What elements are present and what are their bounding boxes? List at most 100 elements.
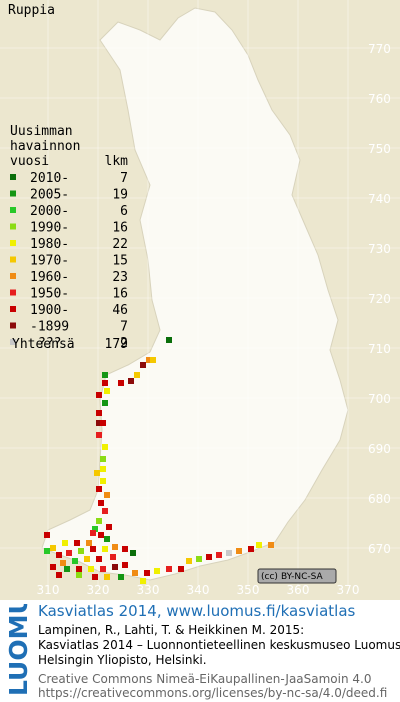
grid-label-north: 680 <box>368 492 391 506</box>
grid-label-north: 740 <box>368 192 391 206</box>
legend-swatch <box>10 339 16 345</box>
logo: LUOMUS <box>2 576 33 696</box>
cc-badge-text: BY-NC-SA <box>281 572 324 582</box>
legend-swatch <box>10 273 16 279</box>
occurrence-square <box>140 362 146 368</box>
occurrence-square <box>140 578 146 584</box>
cc-icon: (cc) <box>261 572 278 582</box>
grid-label-north: 750 <box>368 142 391 156</box>
citation: Kasviatlas 2014 – Luonnontieteellinen ke… <box>38 638 400 652</box>
occurrence-square <box>90 530 96 536</box>
occurrence-square <box>166 566 172 572</box>
legend-label: 1980- <box>30 237 69 252</box>
finland-outline <box>41 7 349 581</box>
legend-count: 22 <box>112 237 128 252</box>
occurrence-square <box>50 545 56 551</box>
legend-title: Uusimman <box>10 124 73 139</box>
occurrence-square <box>256 542 262 548</box>
occurrence-square <box>66 550 72 556</box>
occurrence-square <box>64 566 70 572</box>
occurrence-square <box>100 456 106 462</box>
occurrence-square <box>102 444 108 450</box>
occurrence-square <box>100 466 106 472</box>
legend-swatch <box>10 240 16 246</box>
legend-count: 16 <box>112 221 128 236</box>
occurrence-square <box>88 566 94 572</box>
cc-badge: (cc) BY-NC-SA <box>257 568 337 584</box>
occurrence-square <box>236 548 242 554</box>
occurrence-square <box>102 508 108 514</box>
occurrence-square <box>50 564 56 570</box>
occurrence-square <box>62 540 68 546</box>
legend-count: 16 <box>112 287 128 302</box>
occurrence-square <box>132 570 138 576</box>
grid-label-north: 720 <box>368 292 391 306</box>
legend-count: 7 <box>120 320 128 335</box>
grid-label-east: 360 <box>287 583 310 597</box>
logo-text: LUOMUS <box>4 604 32 696</box>
occurrence-square <box>96 486 102 492</box>
map-title: Ruppia <box>8 3 55 18</box>
grid-label-east: 330 <box>137 583 160 597</box>
legend-count: 7 <box>120 171 128 186</box>
occurrence-square <box>226 550 232 556</box>
map: 770 760 750 740 730 720 710 700 690 680 670 310 320 3… <box>0 0 400 600</box>
occurrence-square <box>102 400 108 406</box>
legend-swatch <box>10 190 16 197</box>
occurrence-square <box>110 554 116 560</box>
legend-label: 1900- <box>30 303 69 318</box>
occurrence-square <box>56 552 62 558</box>
legend-label: -1899 <box>30 320 69 335</box>
occurrence-square <box>84 556 90 562</box>
occurrence-square <box>128 378 134 384</box>
grid-label-north: 730 <box>368 242 391 256</box>
occurrence-square <box>96 410 102 416</box>
legend-total: 179 <box>105 337 128 352</box>
occurrence-square <box>106 524 112 530</box>
occurrence-square <box>186 558 192 564</box>
occurrence-square <box>146 357 152 363</box>
legend-count: 19 <box>112 188 128 203</box>
occurrence-square <box>86 540 92 546</box>
legend-label: 2000- <box>30 204 69 219</box>
legend-swatch <box>10 306 16 312</box>
occurrence-square <box>56 572 62 578</box>
legend-swatch <box>10 223 16 230</box>
occurrence-square <box>60 560 66 566</box>
legend-count: 6 <box>120 204 128 219</box>
grid-label-east: 340 <box>187 583 210 597</box>
legend-count: 2 <box>120 336 128 351</box>
grid-label-north: 760 <box>368 92 391 106</box>
occurrence-square <box>98 532 104 538</box>
occurrence-square <box>104 388 110 394</box>
occurrence-square <box>104 536 110 542</box>
occurrence-square <box>166 337 172 343</box>
legend-count-header: lkm <box>105 154 129 169</box>
occurrence-square <box>134 372 140 378</box>
occurrence-square <box>154 568 160 574</box>
headline: Kasviatlas 2014, www.luomus.fi/kasviatla… <box>38 602 356 620</box>
grid-label-north: 670 <box>368 542 391 556</box>
legend-label: ??? <box>38 336 61 351</box>
occurrence-square <box>76 572 82 578</box>
legend-label: 1950- <box>30 287 69 302</box>
occurrence-square <box>112 564 118 570</box>
occurrence-square <box>248 546 254 552</box>
occurrence-square <box>130 550 136 556</box>
grid-label-east: 370 <box>337 583 360 597</box>
legend-label: 1960- <box>30 270 69 285</box>
grid-label-north: 690 <box>368 442 391 456</box>
legend-count: 46 <box>112 303 128 318</box>
occurrence-square <box>150 357 156 363</box>
legend-swatch <box>10 322 16 329</box>
occurrence-square <box>268 542 274 548</box>
occurrence-square <box>44 548 50 554</box>
license: https://creativecommons.org/licenses/by-… <box>38 686 388 700</box>
occurrence-square <box>112 544 118 550</box>
occurrence-square <box>96 420 102 426</box>
occurrence-square <box>100 566 106 572</box>
occurrence-square <box>216 552 222 558</box>
occurrence-square <box>102 546 108 552</box>
occurrence-square <box>122 546 128 552</box>
legend-count: 15 <box>112 254 128 269</box>
